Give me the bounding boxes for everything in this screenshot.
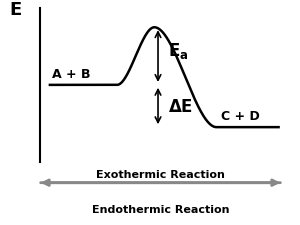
Text: Endothermic Reaction: Endothermic Reaction — [92, 205, 229, 214]
Text: $\mathbf{\Delta E}$: $\mathbf{\Delta E}$ — [168, 98, 193, 115]
Text: E: E — [9, 1, 21, 19]
Text: C + D: C + D — [221, 110, 260, 122]
Text: Exothermic Reaction: Exothermic Reaction — [96, 169, 225, 179]
Text: $\mathbf{E_a}$: $\mathbf{E_a}$ — [168, 40, 188, 60]
Text: A + B: A + B — [52, 68, 91, 80]
